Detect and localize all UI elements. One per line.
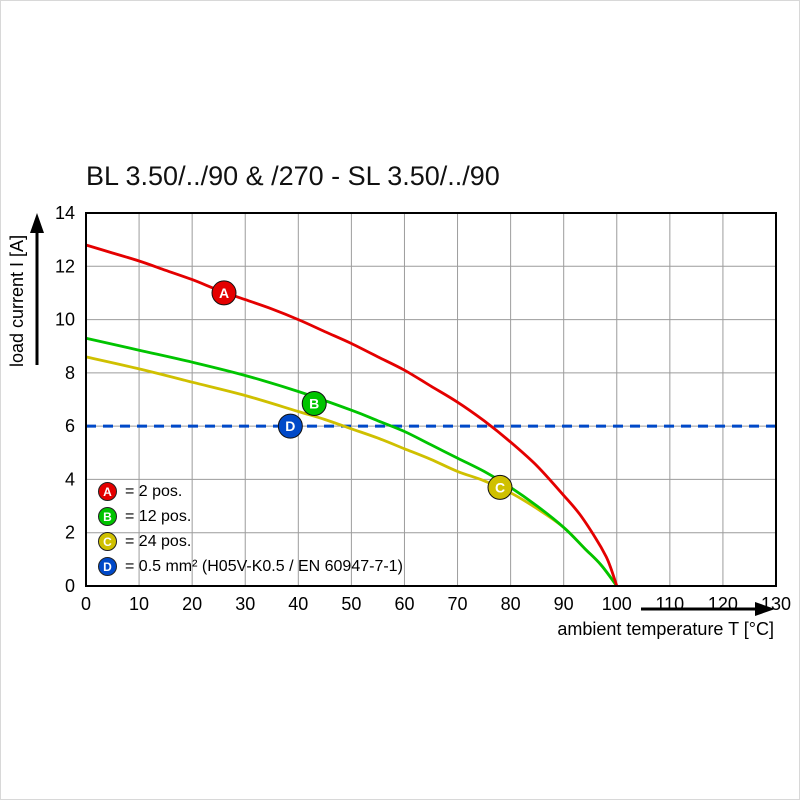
curve-marker-c-label: C bbox=[495, 479, 505, 495]
legend-marker-b-icon: B bbox=[98, 507, 117, 526]
x-tick-label-30: 30 bbox=[235, 594, 255, 614]
y-tick-label-10: 10 bbox=[55, 310, 75, 330]
x-tick-label-0: 0 bbox=[81, 594, 91, 614]
legend-label-b: = 12 pos. bbox=[125, 507, 192, 525]
x-tick-label-50: 50 bbox=[341, 594, 361, 614]
curve-B bbox=[85, 336, 618, 587]
curve-marker-d-label: D bbox=[285, 418, 295, 434]
legend-marker-a-icon: A bbox=[98, 482, 117, 501]
x-tick-label-80: 80 bbox=[501, 594, 521, 614]
legend-item-c: C = 24 pos. bbox=[98, 529, 403, 554]
legend-label-d: = 0.5 mm² (H05V-K0.5 / EN 60947-7-1) bbox=[125, 557, 403, 575]
x-tick-label-20: 20 bbox=[182, 594, 202, 614]
curve-marker-d-icon bbox=[277, 413, 303, 439]
x-tick-label-100: 100 bbox=[602, 594, 632, 614]
y-tick-label-6: 6 bbox=[65, 416, 75, 436]
x-axis-label: ambient temperature T [°C] bbox=[557, 619, 774, 639]
curve-marker-a-label: A bbox=[219, 285, 229, 301]
chart-title: BL 3.50/../90 & /270 - SL 3.50/../90 bbox=[86, 161, 500, 191]
x-tick-label-60: 60 bbox=[394, 594, 414, 614]
y-tick-label-4: 4 bbox=[65, 469, 75, 489]
x-tick-label-70: 70 bbox=[448, 594, 468, 614]
y-tick-label-8: 8 bbox=[65, 363, 75, 383]
x-tick-label-110: 110 bbox=[655, 594, 684, 614]
y-tick-label-0: 0 bbox=[65, 576, 75, 596]
legend-item-b: B = 12 pos. bbox=[98, 504, 403, 529]
legend: A = 2 pos. B = 12 pos. C = 24 pos. D = 0… bbox=[98, 479, 403, 579]
curve-marker-b-icon bbox=[301, 390, 327, 416]
legend-marker-d-icon: D bbox=[98, 557, 117, 576]
plot-frame bbox=[85, 212, 777, 587]
y-tick-label-14: 14 bbox=[55, 203, 75, 223]
x-tick-label-90: 90 bbox=[554, 594, 574, 614]
curve-marker-c-icon bbox=[487, 474, 513, 500]
x-tick-label-10: 10 bbox=[129, 594, 149, 614]
legend-item-a: A = 2 pos. bbox=[98, 479, 403, 504]
y-axis-label: load current I [A] bbox=[7, 234, 27, 367]
x-axis-arrowhead-icon bbox=[755, 602, 775, 616]
x-tick-label-40: 40 bbox=[288, 594, 308, 614]
legend-label-c: = 24 pos. bbox=[125, 532, 192, 550]
legend-marker-c-icon: C bbox=[98, 532, 117, 551]
curve-marker-a-icon bbox=[211, 280, 237, 306]
legend-item-d: D = 0.5 mm² (H05V-K0.5 / EN 60947-7-1) bbox=[98, 554, 403, 579]
y-tick-label-2: 2 bbox=[65, 523, 75, 543]
legend-label-a: = 2 pos. bbox=[125, 482, 183, 500]
curve-marker-b-label: B bbox=[309, 395, 319, 411]
y-axis-arrowhead-icon bbox=[30, 213, 44, 233]
y-tick-label-12: 12 bbox=[55, 256, 75, 276]
x-tick-label-120: 120 bbox=[708, 594, 738, 614]
curve-A bbox=[85, 243, 619, 587]
